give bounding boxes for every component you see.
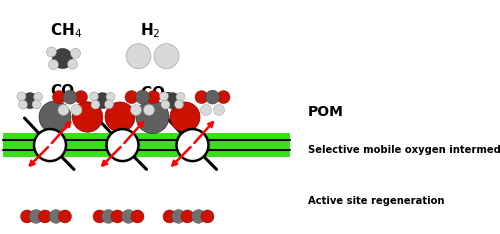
Ellipse shape <box>49 210 63 223</box>
Text: Active site regeneration: Active site regeneration <box>308 196 444 206</box>
Ellipse shape <box>136 90 149 104</box>
Text: CO: CO <box>50 84 74 99</box>
Ellipse shape <box>58 210 71 223</box>
Ellipse shape <box>34 129 66 161</box>
Ellipse shape <box>71 104 82 116</box>
Ellipse shape <box>111 210 124 223</box>
Ellipse shape <box>147 91 160 104</box>
Ellipse shape <box>125 91 138 104</box>
Ellipse shape <box>136 100 169 134</box>
Ellipse shape <box>68 59 78 69</box>
Ellipse shape <box>18 100 28 109</box>
Ellipse shape <box>200 104 211 116</box>
Ellipse shape <box>72 102 102 132</box>
Ellipse shape <box>17 92 26 101</box>
Ellipse shape <box>34 92 42 101</box>
Ellipse shape <box>131 210 144 223</box>
Text: POM: POM <box>308 105 344 119</box>
Ellipse shape <box>102 210 116 223</box>
Ellipse shape <box>164 93 180 109</box>
Ellipse shape <box>201 210 214 223</box>
Ellipse shape <box>217 91 230 104</box>
Ellipse shape <box>106 92 115 101</box>
Ellipse shape <box>90 92 98 101</box>
Ellipse shape <box>172 210 185 223</box>
Ellipse shape <box>195 91 208 104</box>
Ellipse shape <box>22 93 38 109</box>
Ellipse shape <box>130 104 141 116</box>
Ellipse shape <box>52 48 72 69</box>
Ellipse shape <box>106 129 138 161</box>
Ellipse shape <box>93 210 106 223</box>
Ellipse shape <box>20 210 34 223</box>
Text: CO$_2$: CO$_2$ <box>140 84 172 103</box>
Ellipse shape <box>105 102 135 132</box>
Ellipse shape <box>206 90 220 104</box>
Ellipse shape <box>163 210 176 223</box>
Ellipse shape <box>38 210 52 223</box>
Text: Selective mobile oxygen intermediate: Selective mobile oxygen intermediate <box>308 145 500 155</box>
Ellipse shape <box>174 100 184 109</box>
Ellipse shape <box>70 48 81 58</box>
Ellipse shape <box>48 60 58 69</box>
Ellipse shape <box>46 47 56 57</box>
Ellipse shape <box>176 129 208 161</box>
Ellipse shape <box>52 91 66 104</box>
Ellipse shape <box>39 101 71 133</box>
Text: H$_2$: H$_2$ <box>140 21 160 40</box>
Ellipse shape <box>161 100 170 109</box>
Ellipse shape <box>32 100 41 109</box>
Ellipse shape <box>170 102 200 132</box>
Ellipse shape <box>74 91 88 104</box>
Ellipse shape <box>176 92 185 101</box>
Ellipse shape <box>126 44 151 69</box>
Ellipse shape <box>214 104 224 116</box>
Ellipse shape <box>192 210 205 223</box>
Ellipse shape <box>104 100 114 109</box>
Ellipse shape <box>154 44 179 69</box>
Ellipse shape <box>29 210 43 223</box>
Ellipse shape <box>63 90 77 104</box>
Bar <box>2 133 290 157</box>
Ellipse shape <box>58 104 69 116</box>
Ellipse shape <box>122 210 136 223</box>
Ellipse shape <box>181 210 194 223</box>
Ellipse shape <box>160 92 168 101</box>
Ellipse shape <box>94 93 110 109</box>
Ellipse shape <box>144 104 154 116</box>
Text: CH$_4$: CH$_4$ <box>50 21 82 40</box>
Ellipse shape <box>91 100 100 109</box>
